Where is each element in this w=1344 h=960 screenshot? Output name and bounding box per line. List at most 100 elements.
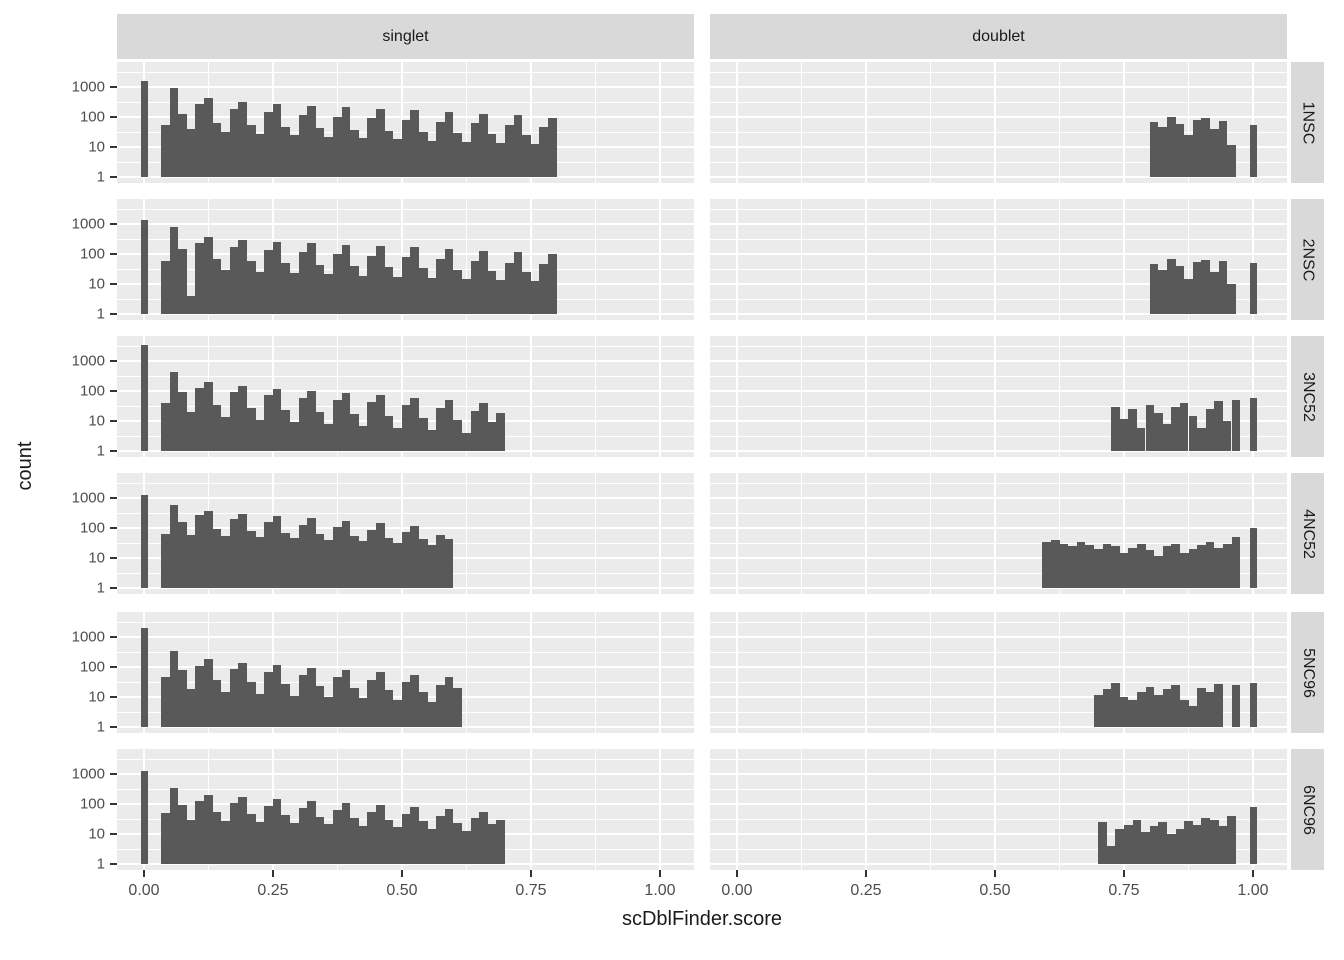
histogram-bar [264, 394, 273, 451]
histogram-bar [358, 698, 368, 727]
facet-strip-3NC52-label: 3NC52 [1299, 371, 1317, 422]
x-tick-label: 1.00 [1237, 882, 1269, 899]
histogram-bar [453, 132, 463, 177]
gridline-minor-v [930, 749, 931, 870]
y-tick-mark [110, 176, 117, 178]
histogram-bar [1128, 547, 1138, 588]
histogram-bar [290, 823, 299, 864]
gridline-minor-v [595, 199, 596, 320]
gridline-major-h [117, 666, 694, 668]
histogram-bar [1214, 683, 1224, 727]
histogram-bar [350, 414, 359, 451]
histogram-bar [479, 402, 488, 451]
gridline-major-v [659, 336, 661, 457]
histogram-bar [186, 411, 196, 451]
gridline-minor-v [466, 749, 467, 870]
gridline-minor-v [930, 199, 931, 320]
histogram-bar [496, 142, 506, 177]
gridline-major-h [710, 666, 1287, 668]
gridline-minor-h [117, 345, 694, 347]
histogram-bar [505, 262, 514, 314]
histogram-bar [358, 541, 368, 588]
gridline-major-v [659, 749, 661, 870]
gridline-major-h [710, 283, 1287, 285]
histogram-bar [401, 119, 411, 177]
histogram-bar [255, 271, 265, 314]
histogram-bar [186, 689, 196, 727]
histogram-bar [1210, 819, 1219, 864]
gridline-major-v [1252, 199, 1254, 320]
gridline-major-h [710, 587, 1287, 589]
histogram-bar [1205, 691, 1215, 727]
histogram-bar [436, 121, 445, 177]
gridline-major-v [865, 612, 867, 733]
histogram-bar [453, 419, 463, 451]
facet-strip-6NC96-label: 6NC96 [1299, 784, 1317, 835]
y-tick-label: 100 [79, 245, 105, 263]
histogram-bar [470, 410, 480, 451]
histogram-bar [419, 539, 428, 588]
x-tick-mark [865, 870, 867, 877]
gridline-major-h [117, 176, 694, 178]
y-tick-label: 1000 [71, 78, 105, 96]
gridline-major-h [710, 360, 1287, 362]
histogram-bar [453, 269, 463, 314]
histogram-bar [195, 243, 205, 314]
histogram-bar [367, 679, 377, 727]
histogram-bar [333, 677, 342, 727]
histogram-bar [281, 263, 291, 314]
gridline-major-v [865, 199, 867, 320]
histogram-bar [376, 246, 385, 314]
histogram-bar [169, 650, 179, 727]
histogram-spike-bar [1249, 397, 1257, 451]
histogram-bar [281, 126, 291, 177]
gridline-major-v [401, 749, 403, 870]
histogram-bar [186, 534, 196, 588]
histogram-bar [427, 701, 437, 727]
histogram-bar [290, 135, 299, 177]
panel-singlet-3NC52 [117, 336, 694, 457]
histogram-bar [367, 255, 377, 314]
gridline-minor-v [337, 612, 338, 733]
histogram-bar [384, 690, 394, 727]
histogram-bar [436, 407, 445, 451]
y-tick-mark [110, 636, 117, 638]
histogram-bar [341, 244, 351, 314]
facet-strip-singlet-label: singlet [382, 27, 429, 45]
histogram-bar [444, 539, 454, 588]
histogram-bar [221, 269, 230, 314]
gridline-major-h [117, 390, 694, 392]
histogram-bar [487, 422, 497, 451]
gridline-minor-v [1188, 199, 1189, 320]
histogram-bar [212, 404, 222, 451]
histogram-bar [1149, 121, 1159, 177]
gridline-major-v [1123, 199, 1125, 320]
gridline-minor-h [710, 161, 1287, 163]
y-tick-label: 1 [96, 305, 105, 323]
histogram-bar [298, 252, 308, 314]
y-tick-label: 1 [96, 579, 105, 597]
histogram-bar [470, 817, 480, 864]
histogram-bar [324, 539, 334, 588]
histogram-bar [307, 667, 316, 727]
histogram-bar [1076, 541, 1086, 588]
histogram-bar [444, 111, 454, 177]
y-tick-mark [110, 863, 117, 865]
histogram-bar [358, 825, 368, 864]
histogram-bar [169, 788, 179, 864]
y-tick-mark [110, 666, 117, 668]
histogram-bar [247, 124, 256, 177]
histogram-bar [1068, 546, 1077, 588]
histogram-bar [1106, 845, 1116, 864]
y-tick-label: 1000 [71, 489, 105, 507]
histogram-bar [462, 830, 471, 864]
y-tick-label: 10 [88, 549, 105, 567]
y-tick-label: 10 [88, 138, 105, 156]
histogram-bar [178, 805, 187, 864]
gridline-minor-h [710, 268, 1287, 270]
gridline-major-h [710, 696, 1287, 698]
histogram-bar [1154, 555, 1163, 588]
histogram-bar [1218, 120, 1228, 177]
histogram-bar [255, 537, 265, 588]
gridline-major-v [865, 336, 867, 457]
